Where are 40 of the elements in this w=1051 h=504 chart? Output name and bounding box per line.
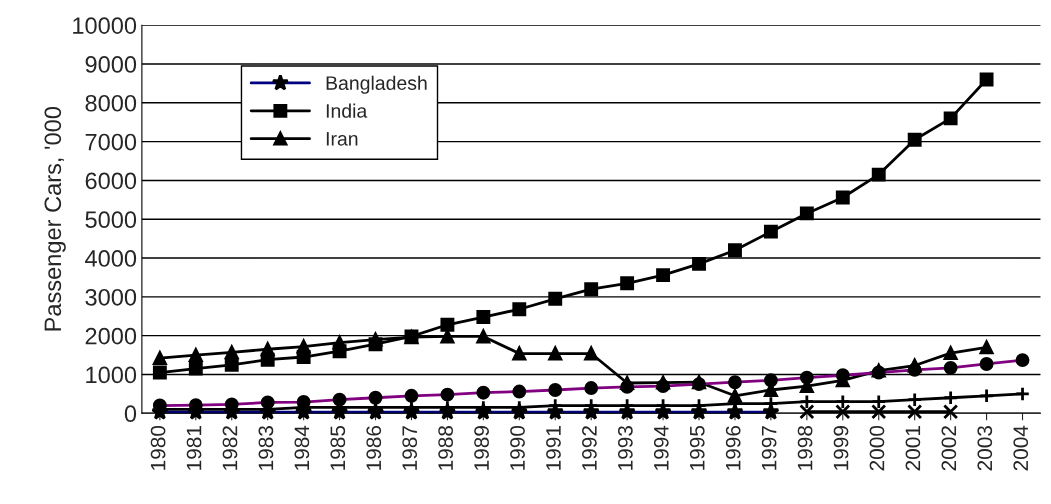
y-tick-label: 5000	[85, 211, 137, 229]
x-tick-label: 1983	[258, 426, 274, 470]
x-tick-label: 1995	[689, 425, 705, 470]
x-tick-label: 2003	[977, 426, 993, 471]
legend-label: Iran	[326, 132, 358, 146]
y-tick-label: 3000	[85, 288, 137, 306]
x-tick-label: 2000	[869, 425, 885, 471]
x-tick-label: 1987	[402, 426, 418, 470]
x-tick-label: 1985	[330, 425, 346, 470]
legend-label: India	[326, 103, 368, 118]
x-tick-label: 1996	[725, 426, 741, 470]
legend-label: Bangladesh	[326, 75, 427, 94]
x-tick-label: 1991	[546, 426, 561, 470]
y-tick-label: 0	[124, 405, 137, 423]
x-tick-label: 1984	[294, 425, 310, 470]
y-tick-label: 7000	[85, 133, 137, 151]
y-tick-label: 6000	[85, 172, 137, 190]
x-tick-label: 1986	[366, 426, 382, 470]
x-tick-label: 1990	[510, 425, 525, 470]
y-tick-label: 1000	[86, 366, 137, 384]
y-tick-label: 2000	[85, 327, 137, 345]
x-tick-label: 1980	[150, 425, 166, 470]
x-tick-label: 1993	[617, 426, 633, 470]
x-tick-label: 1988	[438, 425, 453, 470]
x-tick-label: 1999	[833, 426, 849, 470]
x-tick-label: 1981	[186, 426, 202, 470]
x-tick-label: 2001	[905, 426, 921, 471]
x-tick-label: 1992	[582, 426, 597, 470]
x-tick-label: 1997	[761, 426, 777, 470]
y-tick-label: 9000	[85, 56, 137, 73]
x-tick-label: 1994	[653, 425, 669, 470]
x-tick-label: 1982	[222, 426, 238, 470]
x-tick-label: 2004	[1013, 425, 1029, 471]
x-tick-label: 1998	[797, 425, 813, 470]
y-tick-label: 10000	[73, 17, 137, 34]
y-tick-label: 8000	[85, 94, 137, 112]
x-tick-label: 1989	[474, 426, 489, 470]
x-tick-label: 2002	[941, 426, 957, 471]
y-tick-label: 4000	[85, 250, 137, 267]
y-axis-title: Passenger Cars, '000	[44, 107, 66, 331]
